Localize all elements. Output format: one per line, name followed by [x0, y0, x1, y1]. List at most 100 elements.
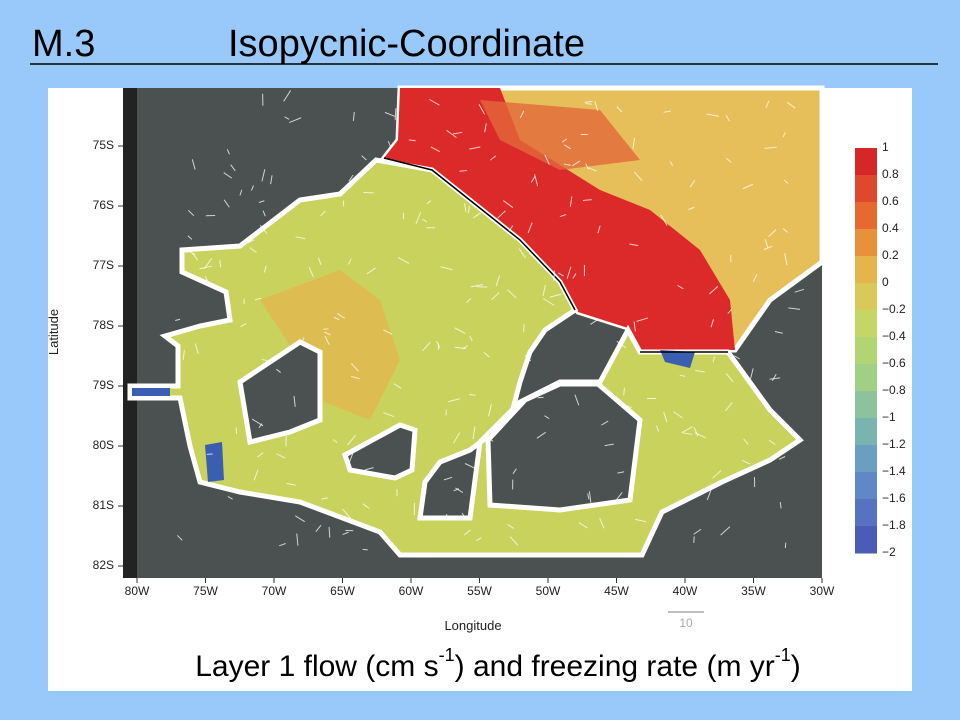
flow-arrow [544, 415, 550, 420]
ice-front [383, 157, 576, 311]
flow-arrow [443, 476, 453, 481]
colorbar-swatch [855, 310, 877, 338]
colorbar-tick-label: −1.4 [882, 464, 906, 478]
flow-arrow [584, 100, 593, 103]
caption-superscript: -1 [775, 645, 791, 665]
flow-arrow [709, 286, 719, 295]
flow-arrow [283, 90, 292, 102]
colorbar-tick-label: −1.2 [882, 437, 906, 451]
flow-arrow [187, 210, 195, 217]
colorbar-swatch [855, 148, 877, 176]
colorbar-tick-label: −0.6 [882, 356, 906, 370]
flow-arrow [677, 285, 684, 290]
flow-arrow [252, 418, 264, 427]
colorbar-swatch [855, 472, 877, 500]
flow-arrow [454, 346, 467, 349]
blue-patch [132, 388, 170, 396]
flow-arrow [315, 524, 322, 532]
colorbar: 1 0.8 0.6 0.4 0.2 0 −0.2 −0.4 −0.6 −0.8 −1 −1.2 −1.4… [855, 140, 906, 559]
flow-arrow [350, 363, 359, 372]
flow-arrow [191, 159, 196, 170]
colorbar-swatch [855, 499, 877, 527]
flow-arrow [364, 467, 374, 471]
flow-arrow [426, 200, 432, 205]
colorbar-tick-label: 0 [882, 275, 889, 289]
flow-arrow [782, 132, 786, 138]
flow-arrow [362, 503, 370, 509]
colorbar-swatch [855, 445, 877, 473]
blue-patch [205, 442, 224, 482]
flow-arrow [366, 267, 376, 275]
flow-arrow [689, 179, 696, 188]
flow-arrow [688, 206, 695, 210]
flow-arrow [585, 102, 593, 105]
flow-arrow [553, 270, 555, 281]
flow-arrow [725, 402, 733, 412]
flow-arrow [484, 123, 487, 133]
flow-arrow [566, 266, 572, 279]
flow-arrow [383, 412, 395, 418]
flow-arrow [483, 351, 490, 358]
blue-patch [660, 350, 695, 368]
flow-arrow [293, 395, 296, 407]
flow-arrow [445, 409, 447, 416]
flow-arrow [342, 508, 352, 519]
flow-arrow [328, 526, 331, 538]
flow-arrow [253, 469, 259, 481]
flow-arrow [588, 491, 592, 503]
caption-superscript: -1 [439, 645, 455, 665]
colorbar-tick-label: −1.6 [882, 491, 906, 505]
orange-patch [260, 270, 400, 420]
flow-arrow [429, 99, 440, 106]
flow-arrow [597, 225, 601, 234]
flow-arrow [422, 341, 431, 352]
colorbar-swatch [855, 283, 877, 311]
flow-arrow [240, 322, 247, 328]
flow-arrow [720, 526, 731, 536]
flow-arrow [415, 212, 422, 225]
x-axis-label: Longitude [444, 618, 501, 633]
flow-arrows [175, 90, 805, 551]
flow-arrow [706, 489, 712, 501]
flow-arrow [464, 463, 477, 470]
flow-arrow [633, 321, 636, 332]
flow-arrow [463, 529, 471, 536]
flow-arrow [636, 317, 649, 322]
flow-arrow [317, 257, 322, 265]
flow-arrow [778, 456, 786, 460]
flow-arrow [284, 116, 290, 120]
flow-arrow [332, 439, 338, 444]
flow-arrow [582, 199, 592, 202]
flow-arrow [572, 273, 577, 279]
flow-arrow [347, 434, 357, 446]
flow-arrow [530, 175, 536, 183]
x-tick-label: 80W [125, 584, 150, 598]
caption: Layer 1 flow (cm s-1) and freezing rate … [195, 645, 801, 683]
flow-arrow [422, 218, 428, 223]
flow-arrow [223, 172, 233, 179]
flow-arrow [261, 358, 272, 363]
y-tick-label: 78S [93, 318, 114, 332]
flow-arrow [459, 169, 467, 172]
colorbar-swatch [855, 202, 877, 230]
flow-arrow [623, 387, 626, 396]
flow-arrow [336, 312, 345, 319]
flow-arrow [523, 324, 525, 333]
flow-arrow [261, 169, 266, 182]
flow-arrow [383, 329, 393, 335]
flow-arrow [464, 203, 467, 212]
colorbar-tick-label: 0.8 [882, 167, 899, 181]
flow-arrow [508, 225, 514, 232]
ice-rise [237, 339, 323, 446]
colorbar-swatch [855, 337, 877, 365]
flow-arrow [219, 259, 222, 268]
flow-arrow [629, 243, 639, 247]
flow-arrow [683, 432, 693, 435]
flow-arrow [534, 174, 539, 187]
flow-arrow [604, 443, 614, 447]
x-tick-label: 35W [741, 584, 766, 598]
colorbar-tick-label: 0.6 [882, 194, 899, 208]
flow-arrow [239, 189, 243, 196]
flow-arrow [254, 297, 262, 301]
